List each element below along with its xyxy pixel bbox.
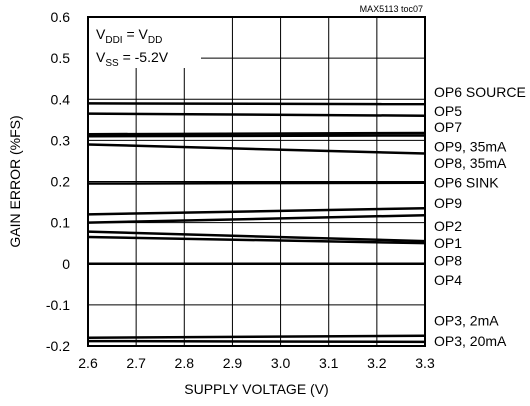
series-line-9 [87,235,426,245]
annot-l2-sub1: SS [105,58,119,69]
x-tick-label-5: 3.1 [319,355,339,371]
y-tick-label-5: 0.3 [51,132,71,148]
series-label-7: OP2 [434,218,462,234]
series-label-9: OP8 [434,252,462,268]
x-tick-label-4: 3.0 [271,355,291,371]
series-line-0 [87,102,426,106]
x-tick-labels: 2.6 2.7 2.8 2.9 3.0 3.1 3.2 3.3 [78,355,435,371]
series-label-4: OP8, 35mA [434,155,507,171]
series-label-5: OP6 SINK [434,175,499,191]
y-tick-labels: -0.2 -0.1 0 0.1 0.2 0.3 0.4 0.5 0.6 [46,9,70,354]
y-tick-label-2: 0 [62,256,70,272]
y-tick-label-4: 0.2 [51,174,71,190]
series-line-2 [87,131,426,136]
y-axis-title: GAIN ERROR (%FS) [7,115,23,247]
annot-l1-sub1: DDI [105,35,122,46]
series-line-8 [87,230,426,243]
annot-l1-sub2: DD [148,35,162,46]
annot-l2-main: V [96,49,106,65]
x-tick-label-1: 2.7 [126,355,146,371]
series-line-1 [87,112,426,117]
reference-label: MAX5113 toc07 [360,4,423,14]
y-tick-label-3: 0.1 [51,215,71,231]
y-tick-label-0: -0.2 [46,338,70,354]
annotation-vss: VSS = -5.2V [96,49,169,69]
x-tick-label-7: 3.3 [415,355,435,371]
x-tick-label-3: 2.9 [223,355,243,371]
annotation-background [89,18,201,68]
series-line-6 [87,206,426,216]
x-tick-label-6: 3.2 [367,355,387,371]
series-line-7 [87,213,426,224]
annot-l1-mid: = V [123,26,149,42]
series-line-11 [87,334,426,340]
y-tick-label-1: -0.1 [46,297,70,313]
annotation-vddi: VDDI = VDD [96,26,162,46]
x-tick-label-0: 2.6 [78,355,98,371]
series-line-12 [87,339,426,344]
annot-l2-mid: = -5.2V [119,49,169,65]
series-label-1: OP5 [434,103,462,119]
series-lines [87,102,426,344]
series-label-10: OP4 [434,272,462,288]
plot-frame [87,16,426,347]
series-label-0: OP6 SOURCE [434,84,526,100]
series-line-4 [87,143,426,155]
series-line-3 [87,134,426,138]
series-label-3: OP9, 35mA [434,139,507,155]
series-label-6: OP9 [434,195,462,211]
y-tick-label-7: 0.5 [51,50,71,66]
x-tick-label-2: 2.8 [175,355,195,371]
condition-annotation: VDDI = VDD VSS = -5.2V [89,18,201,69]
annot-l1-main: V [96,26,106,42]
series-label-12: OP3, 20mA [434,333,507,349]
series-label-8: OP1 [434,235,462,251]
series-label-11: OP3, 2mA [434,313,499,329]
series-line-5 [87,181,426,185]
x-axis-title: SUPPLY VOLTAGE (V) [184,381,328,397]
y-tick-label-8: 0.6 [51,9,71,25]
y-tick-label-6: 0.4 [51,91,71,107]
series-label-2: OP7 [434,119,462,135]
